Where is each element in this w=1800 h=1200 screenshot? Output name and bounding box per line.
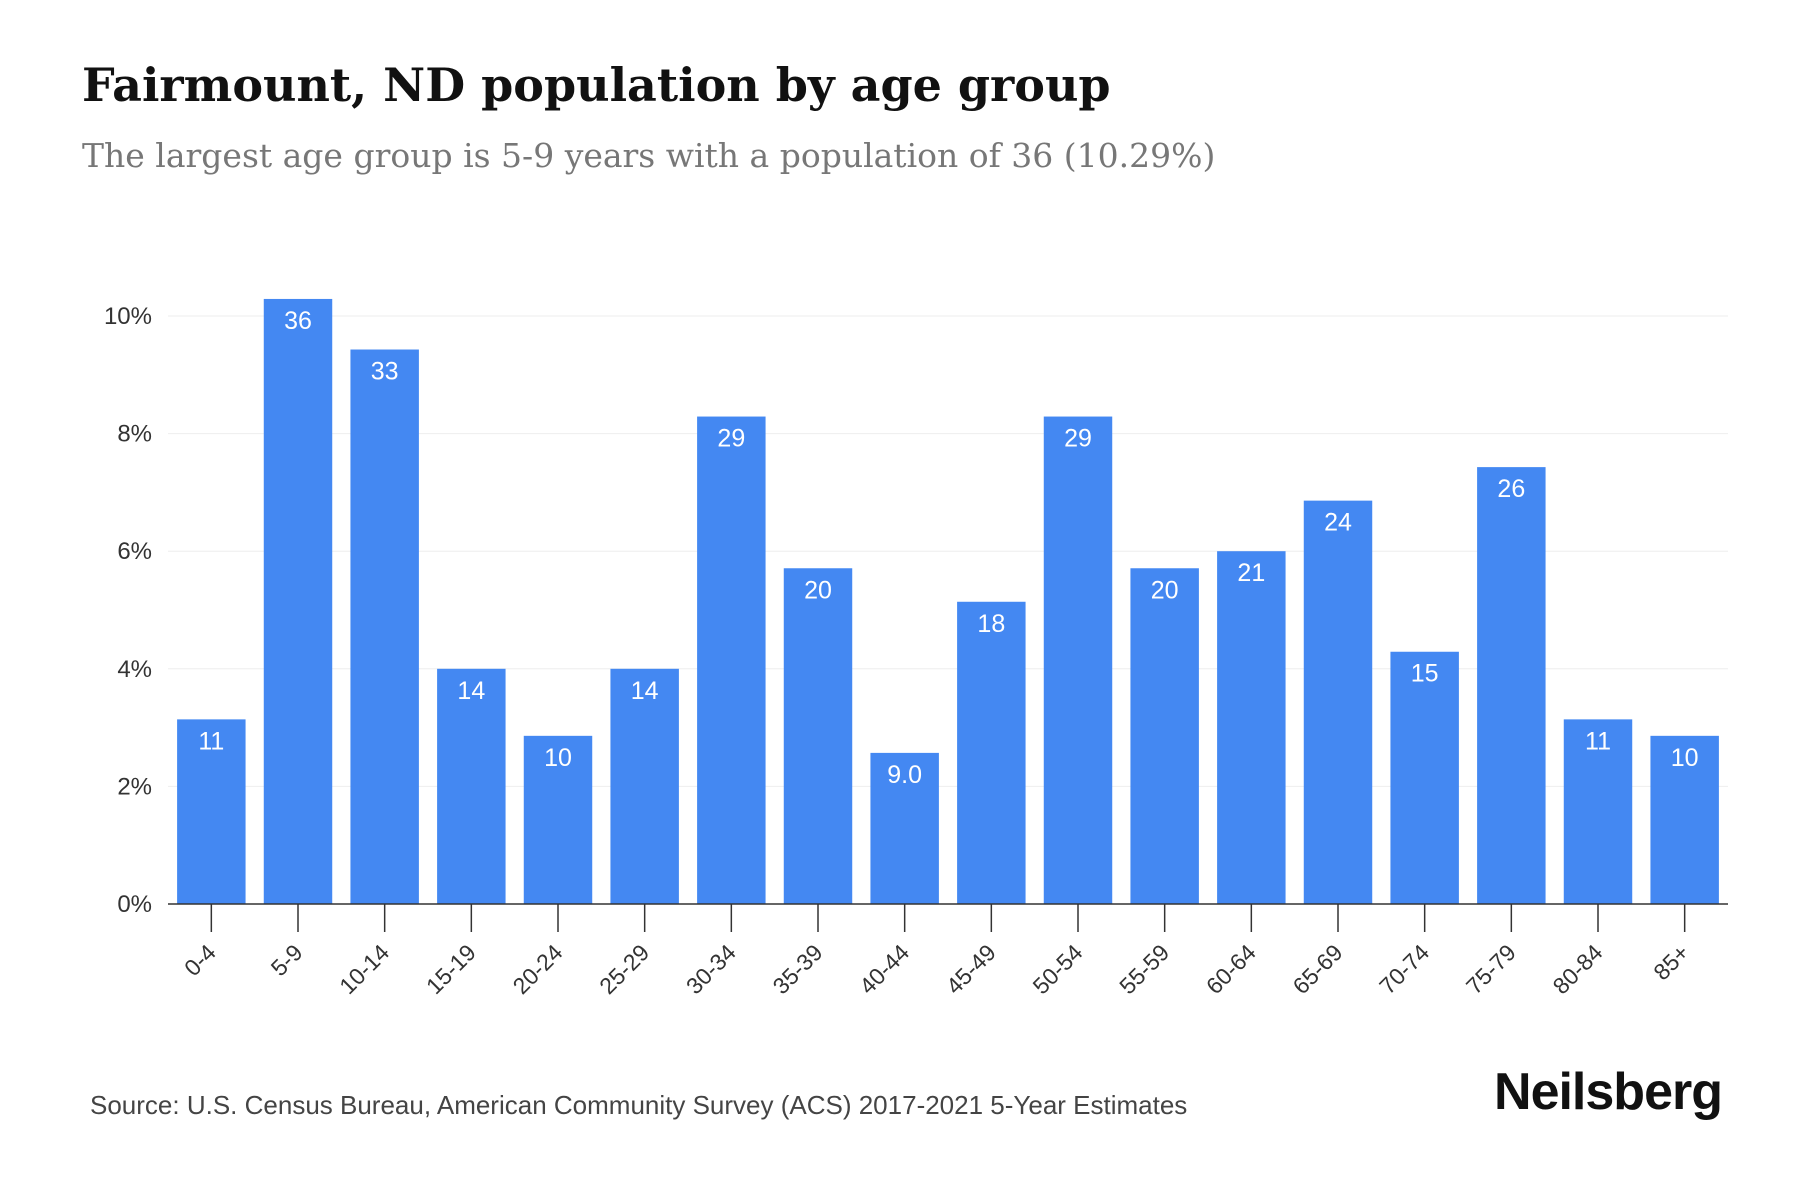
bar-data-label: 14 xyxy=(457,677,485,705)
bar-data-label: 29 xyxy=(1064,425,1092,453)
bar-data-label: 24 xyxy=(1324,509,1352,537)
bar xyxy=(697,416,766,904)
x-tick-label: 70-74 xyxy=(1374,939,1434,999)
bar xyxy=(783,568,853,904)
x-tick-label: 55-59 xyxy=(1114,939,1174,999)
chart-title: Fairmount, ND population by age group xyxy=(82,58,1111,112)
x-tick-label: 50-54 xyxy=(1028,939,1088,999)
y-tick-label: 2% xyxy=(117,773,152,800)
source-note: Source: U.S. Census Bureau, American Com… xyxy=(90,1090,1188,1120)
bar-data-label: 10 xyxy=(544,744,572,772)
x-tick-label: 75-79 xyxy=(1461,939,1521,999)
y-tick-label: 8% xyxy=(117,421,152,448)
bar-data-label: 11 xyxy=(198,727,224,755)
x-tick-label: 60-64 xyxy=(1201,939,1261,999)
bar-data-label: 10 xyxy=(1671,744,1699,772)
x-tick-label: 15-19 xyxy=(421,939,481,999)
x-tick-label: 30-34 xyxy=(681,939,741,999)
bar-data-label: 33 xyxy=(371,358,399,386)
bar xyxy=(437,668,506,904)
bar xyxy=(1390,651,1459,904)
bar xyxy=(350,349,419,904)
bar xyxy=(957,601,1026,904)
bar-data-label: 11 xyxy=(1585,727,1611,755)
bar xyxy=(610,668,679,904)
bar-data-label: 9.0 xyxy=(887,761,922,789)
bar xyxy=(1217,551,1286,904)
bar xyxy=(523,735,593,904)
bar xyxy=(870,752,939,904)
bar xyxy=(1477,467,1546,904)
bar-data-label: 29 xyxy=(717,425,745,453)
y-tick-label: 10% xyxy=(104,303,152,330)
x-tick-label: 35-39 xyxy=(768,939,828,999)
y-tick-label: 0% xyxy=(117,891,152,918)
x-tick-label: 40-44 xyxy=(854,939,914,999)
x-tick-label: 25-29 xyxy=(594,939,654,999)
y-tick-label: 6% xyxy=(117,538,152,565)
bar xyxy=(263,298,333,904)
bar-data-label: 20 xyxy=(1151,576,1179,604)
y-tick-label: 4% xyxy=(117,656,152,683)
x-tick-label: 65-69 xyxy=(1288,939,1348,999)
x-tick-label: 5-9 xyxy=(266,939,308,981)
x-tick-label: 0-4 xyxy=(179,939,221,981)
bar xyxy=(177,719,246,904)
bar-chart: 0% 2% 4% 6% 8% 10% 11 0-4 36 5-9 33 10-14 14 15-19 10 2… xyxy=(104,298,1728,999)
bar xyxy=(1043,416,1113,904)
bar xyxy=(1130,568,1199,904)
x-tick-label: 85+ xyxy=(1648,939,1694,985)
bar-data-label: 15 xyxy=(1411,660,1439,688)
x-tick-label: 10-14 xyxy=(334,939,394,999)
brand-logo: Neilsberg xyxy=(1494,1063,1723,1121)
x-tick-label: 80-84 xyxy=(1548,939,1608,999)
bar-data-label: 18 xyxy=(977,610,1005,638)
bar-data-label: 26 xyxy=(1497,475,1525,503)
bar xyxy=(1303,500,1373,904)
x-tick-label: 20-24 xyxy=(508,939,568,999)
bar xyxy=(1650,735,1719,904)
bar-data-label: 20 xyxy=(804,576,832,604)
bar-data-label: 36 xyxy=(284,307,312,335)
chart-subtitle: The largest age group is 5-9 years with … xyxy=(82,136,1216,175)
bar xyxy=(1563,719,1633,904)
bar-data-label: 21 xyxy=(1237,559,1265,587)
bar-data-label: 14 xyxy=(631,677,659,705)
x-tick-label: 45-49 xyxy=(941,939,1001,999)
